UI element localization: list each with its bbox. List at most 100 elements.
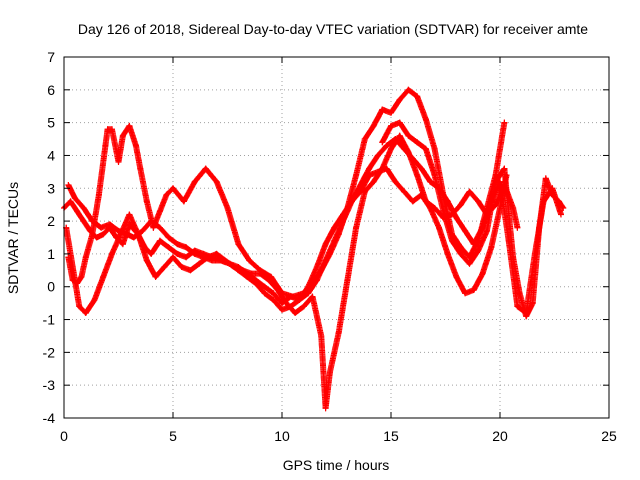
data-point: [348, 198, 355, 205]
data-point: [91, 296, 98, 303]
data-point: [466, 188, 473, 195]
data-point: [466, 260, 473, 267]
data-point: [392, 178, 399, 185]
data-point: [183, 254, 190, 261]
data-point: [361, 188, 368, 195]
y-tick-label: 2: [47, 213, 55, 229]
data-point: [388, 109, 394, 116]
data-point: [183, 244, 190, 251]
y-tick-label: 4: [47, 147, 55, 163]
data-point: [405, 86, 412, 93]
x-tick-label: 10: [274, 428, 290, 444]
data-point: [174, 241, 181, 248]
data-point: [187, 267, 194, 274]
data-point: [296, 296, 303, 303]
data-point: [427, 178, 434, 185]
data-point: [69, 264, 76, 270]
data-point: [137, 165, 144, 172]
data-point: [313, 277, 320, 284]
data-point: [470, 287, 477, 293]
y-tick-label: -4: [43, 410, 56, 426]
data-point: [366, 165, 373, 172]
data-point: [457, 250, 464, 257]
data-point: [414, 139, 421, 146]
x-tick-label: 25: [601, 428, 617, 444]
data-point: [422, 116, 429, 123]
data-point: [322, 257, 329, 264]
data-point: [287, 303, 294, 310]
data-point: [124, 231, 131, 238]
data-point: [510, 254, 517, 261]
data-point: [235, 241, 242, 248]
data-point: [409, 155, 416, 162]
data-point: [148, 250, 155, 257]
data-point: [248, 270, 255, 277]
data-point: [414, 93, 421, 100]
data-point: [414, 172, 421, 179]
data-point: [401, 188, 408, 195]
data-point: [218, 257, 224, 264]
data-point: [170, 254, 176, 261]
data-point: [244, 273, 251, 280]
data-point: [292, 310, 299, 316]
data-point: [529, 300, 536, 307]
data-point: [322, 241, 329, 248]
data-point: [379, 106, 386, 113]
data-point: [353, 172, 360, 179]
data-point: [115, 227, 122, 234]
data-point: [196, 260, 203, 267]
data-point: [178, 264, 185, 270]
data-point: [268, 273, 275, 280]
data-point: [274, 287, 281, 293]
data-point: [549, 191, 556, 198]
data-point: [246, 257, 253, 264]
data-point: [516, 290, 523, 297]
data-point: [327, 369, 333, 376]
data-point: [462, 290, 469, 297]
data-point: [80, 205, 87, 211]
data-point: [279, 306, 285, 313]
data-point: [170, 185, 176, 192]
data-point: [261, 283, 268, 290]
data-point: [560, 205, 567, 211]
data-point: [71, 195, 78, 202]
data-point: [200, 254, 207, 261]
x-tick-label: 5: [169, 428, 177, 444]
data-point: [180, 198, 187, 205]
data-point: [100, 273, 107, 280]
data-point: [335, 329, 342, 336]
data-point: [431, 145, 438, 152]
data-point: [383, 142, 390, 149]
data-point: [374, 152, 381, 159]
data-point: [536, 224, 543, 231]
data-point: [93, 234, 100, 241]
data-point: [379, 165, 386, 172]
data-point: [174, 250, 181, 257]
data-point: [370, 178, 377, 185]
data-point: [353, 224, 360, 231]
data-point: [165, 234, 172, 241]
data-point: [226, 260, 233, 267]
data-point: [422, 198, 429, 205]
data-point: [270, 290, 277, 297]
data-point: [542, 175, 549, 182]
chart-title: Day 126 of 2018, Sidereal Day-to-day VTE…: [78, 21, 588, 37]
data-point: [309, 293, 316, 300]
data-point: [379, 139, 386, 146]
data-point: [488, 244, 495, 251]
data-point: [470, 241, 477, 248]
data-point: [388, 122, 394, 129]
data-point: [224, 205, 231, 211]
y-tick-label: -1: [43, 312, 56, 328]
y-tick-label: 1: [47, 246, 55, 262]
x-tick-label: 0: [60, 428, 68, 444]
data-point: [89, 218, 96, 225]
data-point: [514, 224, 521, 231]
data-point: [453, 214, 460, 221]
y-tick-label: -2: [43, 344, 56, 360]
data-point: [213, 178, 220, 185]
data-point: [82, 310, 89, 316]
data-point: [270, 296, 277, 303]
